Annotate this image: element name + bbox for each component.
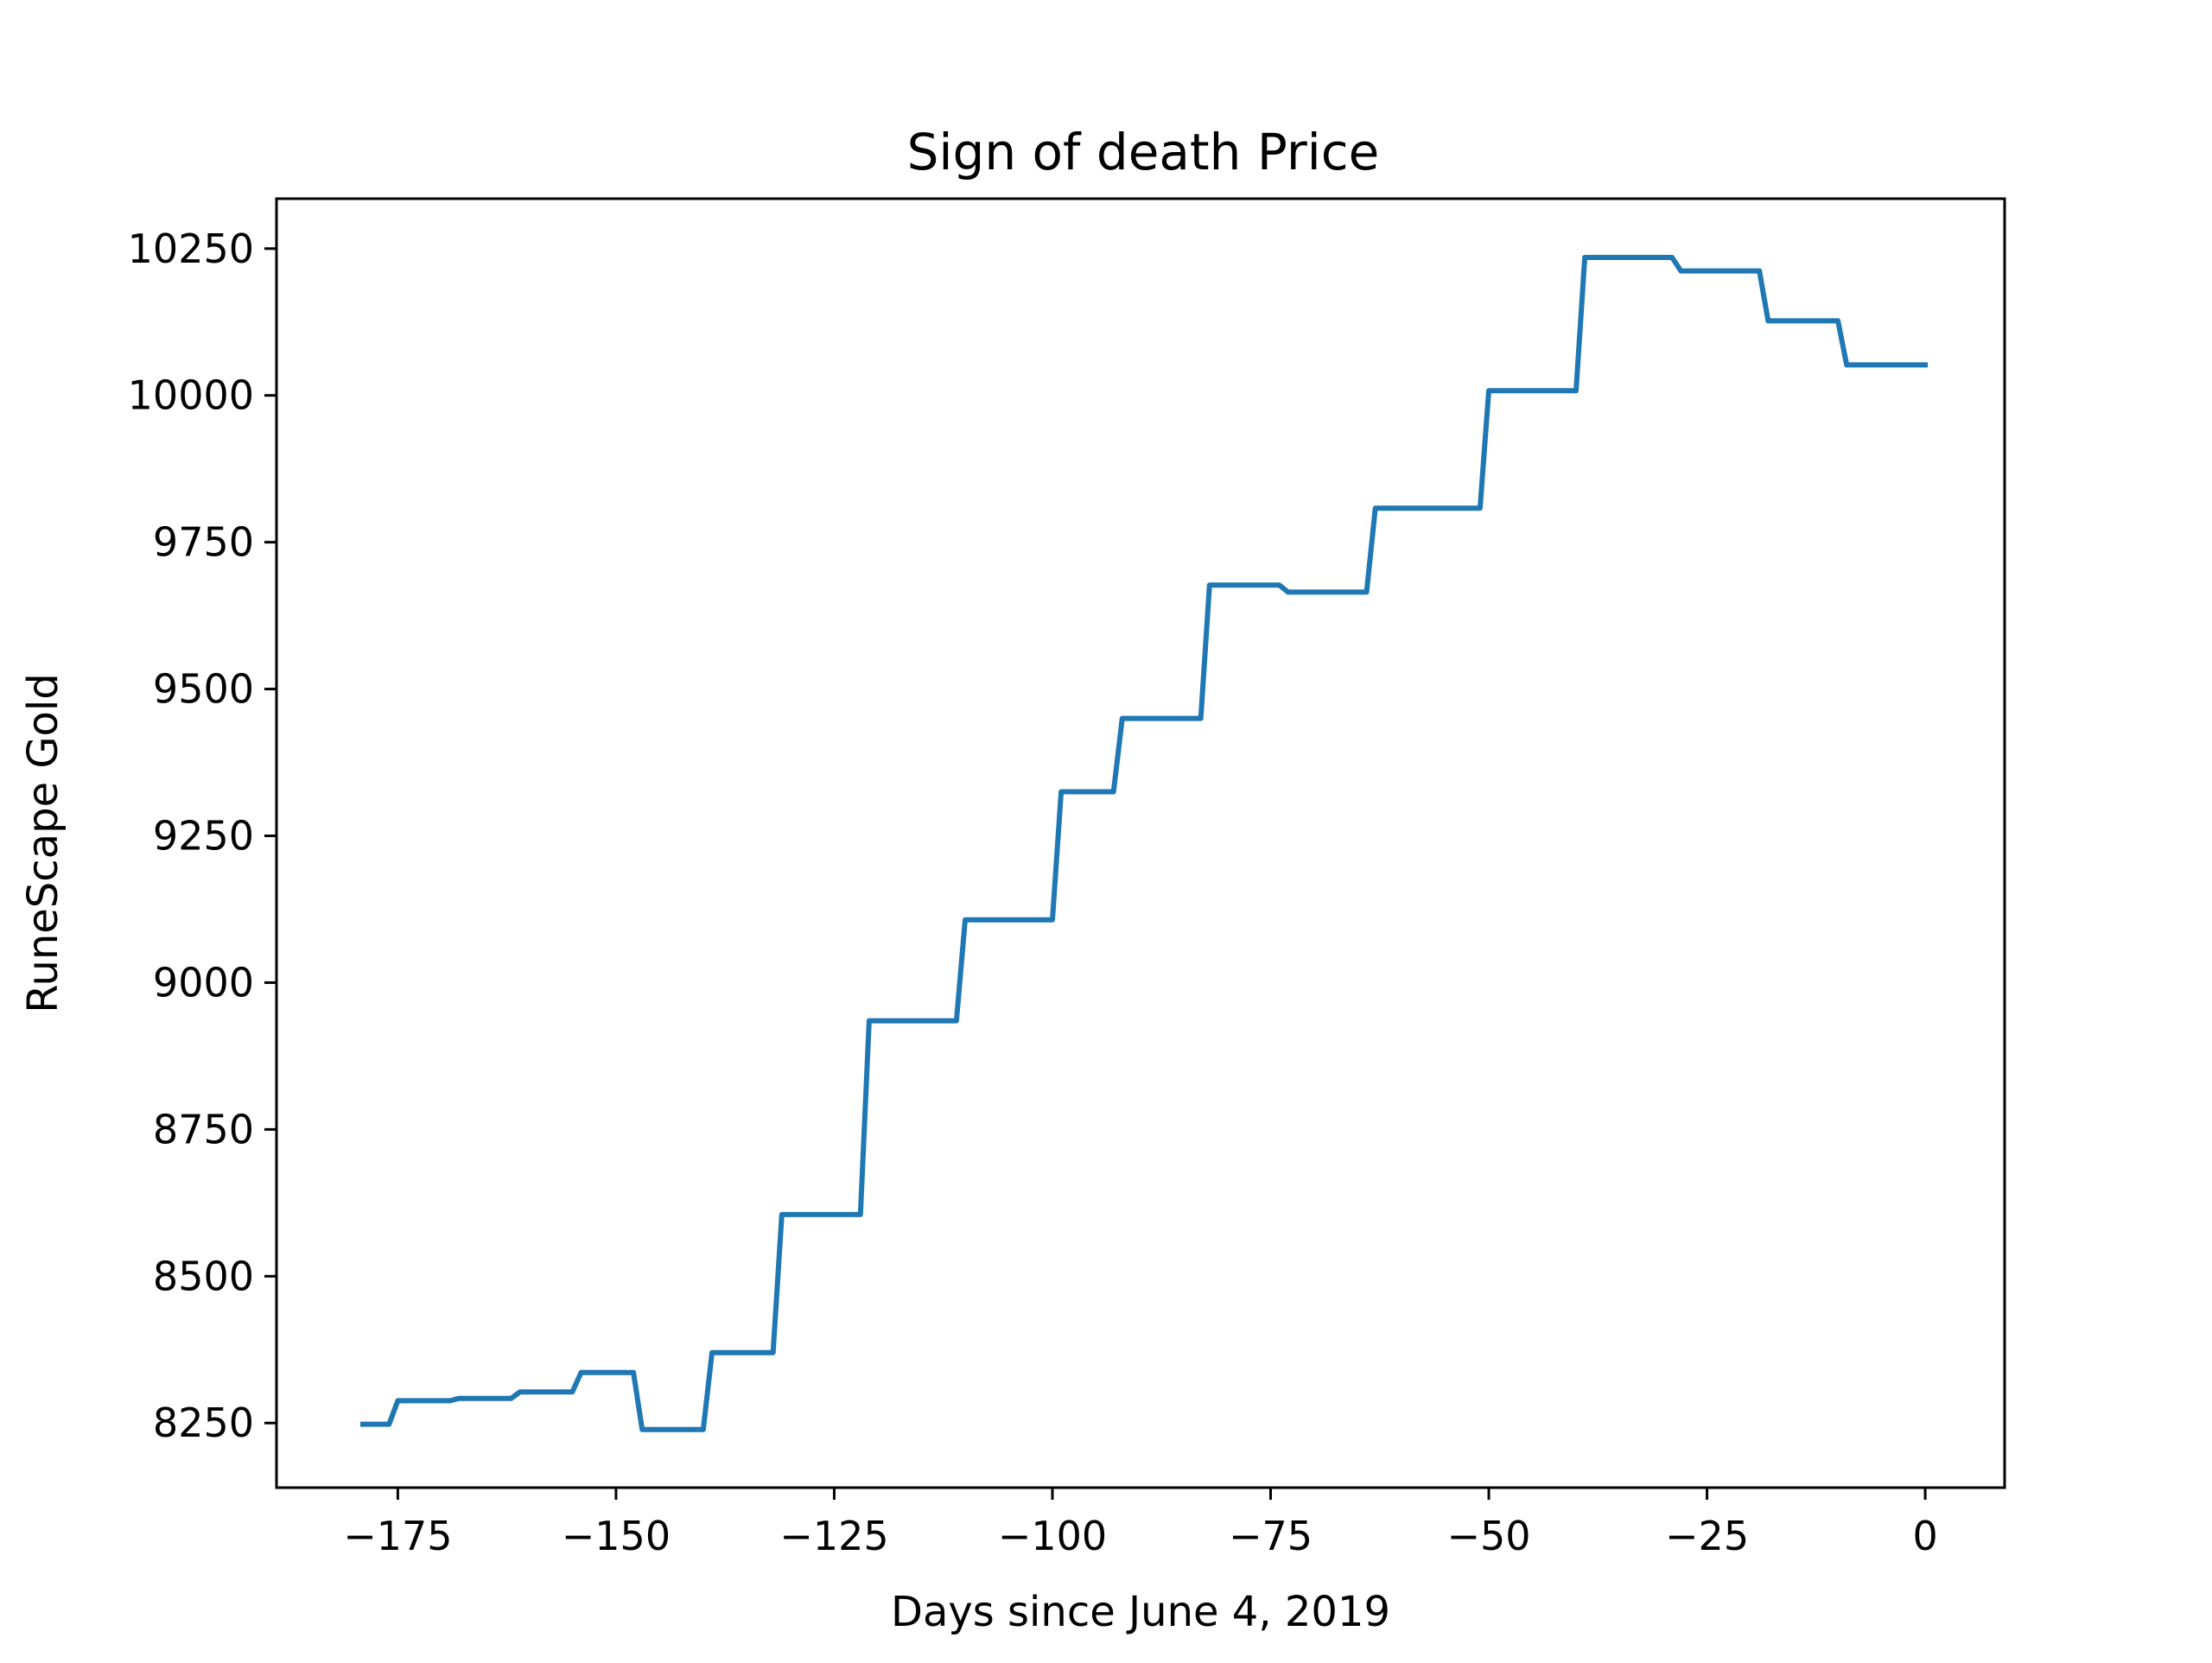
y-tick-label: 8750: [153, 1106, 254, 1152]
x-tick-label: −175: [343, 1513, 452, 1559]
y-tick-label: 10000: [128, 372, 254, 419]
x-tick-label: −150: [562, 1513, 671, 1559]
series-line-0: [360, 255, 1929, 1432]
x-tick-label: −75: [1229, 1513, 1313, 1559]
x-tick-label: −125: [779, 1513, 888, 1559]
y-axis: 8250 8500 8750 9000 9250 9500 9750 10000 10250: [128, 225, 276, 1446]
x-axis-label: Days since June 4, 2019: [891, 1588, 1390, 1636]
x-tick-label: −100: [998, 1513, 1107, 1559]
chart-title: Sign of death Price: [907, 123, 1380, 181]
y-tick-label: 8500: [153, 1253, 254, 1299]
x-tick-label: −50: [1446, 1513, 1530, 1559]
y-tick-label: 10250: [128, 225, 254, 272]
y-tick-label: 9750: [153, 519, 254, 566]
y-tick-label: 9000: [153, 959, 254, 1006]
y-tick-label: 9500: [153, 666, 254, 713]
plot-frame: [275, 197, 2006, 1489]
plot-area: [360, 255, 1929, 1432]
x-axis: −175 −150 −125 −100 −75 −50 −25 0: [343, 1488, 1938, 1559]
x-tick-label: −25: [1665, 1513, 1749, 1559]
y-tick-label: 9250: [153, 813, 254, 860]
y-axis-label: RuneScape Gold: [19, 673, 67, 1012]
y-tick-label: 8250: [153, 1400, 254, 1446]
x-tick-label: 0: [1912, 1513, 1937, 1559]
